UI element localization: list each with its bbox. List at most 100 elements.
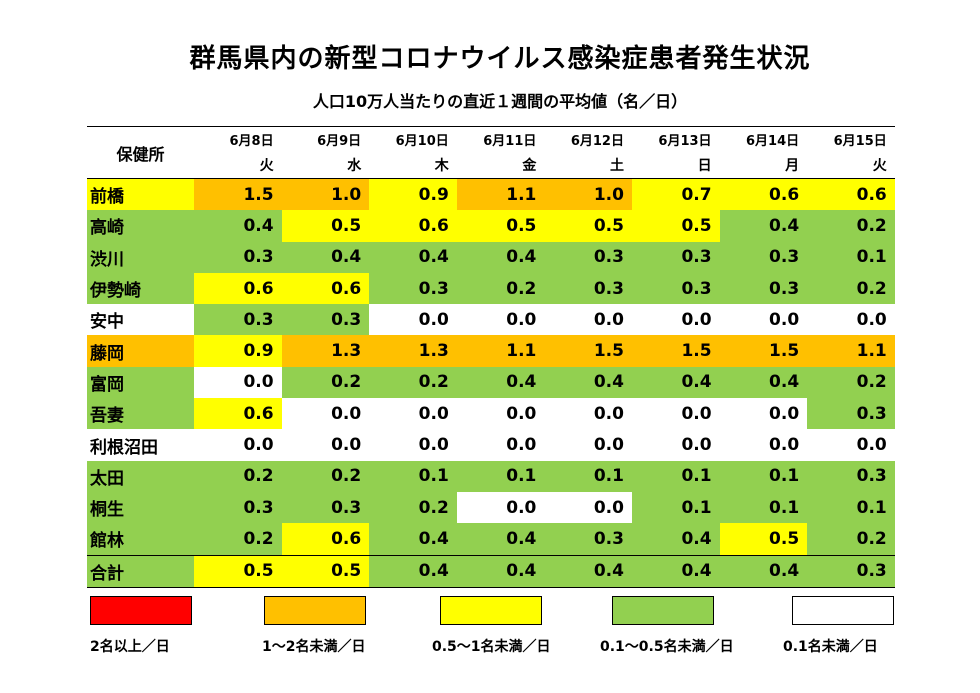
value-cell: 0.6 <box>807 178 895 211</box>
value-cell: 0.3 <box>631 272 720 305</box>
table-row: 合計 0.5 0.5 0.4 0.4 0.4 0.4 0.4 0.3 <box>87 555 895 588</box>
value-cell: 0.0 <box>807 429 895 461</box>
weekday-header: 日 <box>697 158 712 175</box>
table-row: 吾妻 0.6 0.0 0.0 0.0 0.0 0.0 0.0 0.3 <box>87 398 895 430</box>
date-header: 6月10日 <box>395 134 449 150</box>
value-cell: 0.3 <box>281 491 370 524</box>
value-cell: 0.0 <box>456 398 545 430</box>
value-cell: 0.0 <box>194 429 282 461</box>
table-row: 高崎 0.4 0.5 0.6 0.5 0.5 0.5 0.4 0.2 <box>87 210 895 242</box>
value-cell: 0.4 <box>631 555 720 588</box>
value-cell: 0.4 <box>456 555 545 588</box>
health-center-name: 桐生 <box>87 491 194 524</box>
health-center-name: 伊勢崎 <box>87 272 194 305</box>
health-center-name: 太田 <box>87 460 194 492</box>
value-cell: 0.0 <box>281 398 370 430</box>
value-cell: 0.7 <box>631 178 720 211</box>
health-center-name: 館林 <box>87 523 194 556</box>
legend-label: 1～2名未満／日 <box>262 639 366 655</box>
value-cell: 0.3 <box>194 304 282 336</box>
table-row: 太田 0.2 0.2 0.1 0.1 0.1 0.1 0.1 0.3 <box>87 460 895 492</box>
table-row: 前橋 1.5 1.0 0.9 1.1 1.0 0.7 0.6 0.6 <box>87 178 895 211</box>
value-cell: 0.3 <box>544 523 632 556</box>
value-cell: 0.2 <box>369 491 457 524</box>
table-row: 安中 0.3 0.3 0.0 0.0 0.0 0.0 0.0 0.0 <box>87 304 895 336</box>
value-cell: 0.2 <box>807 272 895 305</box>
value-cell: 0.2 <box>194 460 282 492</box>
health-center-name: 高崎 <box>87 210 194 242</box>
value-cell: 0.4 <box>456 366 545 399</box>
value-cell: 0.1 <box>807 241 895 273</box>
value-cell: 0.4 <box>719 555 808 588</box>
value-cell: 0.3 <box>544 241 632 273</box>
value-cell: 1.1 <box>807 335 895 367</box>
legend-swatch <box>612 596 714 625</box>
legend-label: 0.5～1名未満／日 <box>432 639 551 655</box>
value-cell: 0.4 <box>194 210 282 242</box>
value-cell: 0.1 <box>456 460 545 492</box>
legend-swatch <box>90 596 192 625</box>
header-row-dates: 保健所 6月8日 6月9日 6月10日 6月11日 6月12日 6月13日 6月14日 6月15… <box>87 126 895 164</box>
table-row: 館林 0.2 0.6 0.4 0.4 0.3 0.4 0.5 0.2 <box>87 523 895 556</box>
value-cell: 0.6 <box>719 178 808 211</box>
legend-label: 0.1名未満／日 <box>783 639 878 655</box>
value-cell: 0.1 <box>631 460 720 492</box>
value-cell: 0.1 <box>369 460 457 492</box>
value-cell: 0.4 <box>719 210 808 242</box>
value-cell: 0.3 <box>807 398 895 430</box>
value-cell: 0.3 <box>631 241 720 273</box>
value-cell: 1.1 <box>456 335 545 367</box>
page-title: 群馬県内の新型コロナウイルス感染症患者発生状況 <box>189 44 811 74</box>
weekday-header: 水 <box>347 158 362 175</box>
corner-header: 保健所 <box>116 144 165 164</box>
value-cell: 0.5 <box>719 523 808 556</box>
header-row-weekdays: 火水木金土日月火 <box>87 153 895 179</box>
value-cell: 1.5 <box>631 335 720 367</box>
value-cell: 1.5 <box>544 335 632 367</box>
infection-table: 保健所 6月8日 6月9日 6月10日 6月11日 6月12日 6月13日 6月14日 6月15… <box>87 126 895 588</box>
value-cell: 0.0 <box>456 491 545 524</box>
date-header: 6月9日 <box>317 134 362 150</box>
value-cell: 0.4 <box>369 523 457 556</box>
value-cell: 0.5 <box>281 210 370 242</box>
value-cell: 0.2 <box>369 366 457 399</box>
value-cell: 1.5 <box>719 335 808 367</box>
value-cell: 0.2 <box>281 460 370 492</box>
value-cell: 0.5 <box>456 210 545 242</box>
health-center-name: 藤岡 <box>87 335 194 367</box>
value-cell: 1.0 <box>544 178 632 211</box>
table-row: 渋川 0.3 0.4 0.4 0.4 0.3 0.3 0.3 0.1 <box>87 241 895 273</box>
value-cell: 0.4 <box>719 366 808 399</box>
value-cell: 0.3 <box>194 491 282 524</box>
value-cell: 1.3 <box>281 335 370 367</box>
legend-label: 0.1～0.5名未満／日 <box>600 639 734 655</box>
value-cell: 1.5 <box>194 178 282 211</box>
value-cell: 0.5 <box>194 555 282 588</box>
value-cell: 0.3 <box>719 272 808 305</box>
value-cell: 0.0 <box>456 304 545 336</box>
value-cell: 0.9 <box>194 335 282 367</box>
value-cell: 0.0 <box>281 429 370 461</box>
legend-item: 0.5～1名未満／日 <box>432 596 551 655</box>
value-cell: 0.2 <box>281 366 370 399</box>
table-row: 藤岡 0.9 1.3 1.3 1.1 1.5 1.5 1.5 1.1 <box>87 335 895 367</box>
legend-item: 0.1名未満／日 <box>783 596 894 655</box>
value-cell: 0.2 <box>807 210 895 242</box>
page-subtitle: 人口10万人当たりの直近１週間の平均値（名／日） <box>312 92 688 111</box>
value-cell: 0.0 <box>631 398 720 430</box>
value-cell: 0.3 <box>194 241 282 273</box>
value-cell: 0.0 <box>194 366 282 399</box>
value-cell: 0.4 <box>369 241 457 273</box>
value-cell: 0.9 <box>369 178 457 211</box>
value-cell: 0.1 <box>719 460 808 492</box>
value-cell: 0.0 <box>807 304 895 336</box>
value-cell: 0.0 <box>544 398 632 430</box>
value-cell: 0.0 <box>719 304 808 336</box>
legend-item: 1～2名未満／日 <box>262 596 366 655</box>
value-cell: 0.6 <box>281 523 370 556</box>
value-cell: 0.0 <box>719 398 808 430</box>
table-row: 富岡 0.0 0.2 0.2 0.4 0.4 0.4 0.4 0.2 <box>87 366 895 399</box>
health-center-name: 富岡 <box>87 366 194 399</box>
value-cell: 0.0 <box>456 429 545 461</box>
value-cell: 0.3 <box>719 241 808 273</box>
